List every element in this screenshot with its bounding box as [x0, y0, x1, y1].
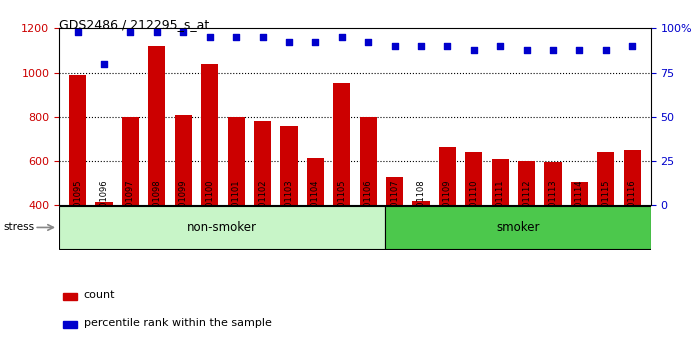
Text: GSM101097: GSM101097 [126, 180, 135, 230]
Text: GSM101095: GSM101095 [73, 180, 82, 230]
Point [257, 34, 268, 40]
Point [574, 47, 585, 52]
Text: GSM101113: GSM101113 [548, 180, 557, 230]
Point [177, 29, 189, 35]
Bar [597, 152, 615, 294]
Bar [228, 117, 245, 294]
Bar [280, 126, 297, 294]
Bar [491, 159, 509, 294]
Text: GSM101098: GSM101098 [152, 180, 161, 230]
Point [626, 43, 638, 49]
Text: GSM101103: GSM101103 [285, 180, 294, 230]
Bar [386, 177, 403, 294]
Bar [307, 158, 324, 294]
Point [204, 34, 215, 40]
Bar [201, 64, 219, 294]
Bar [69, 75, 86, 294]
Text: GSM101115: GSM101115 [601, 180, 610, 230]
Bar [571, 182, 588, 294]
Point [72, 29, 84, 35]
FancyBboxPatch shape [59, 206, 386, 249]
Point [363, 40, 374, 45]
Text: GSM101106: GSM101106 [364, 180, 372, 230]
Bar [254, 121, 271, 294]
Text: GSM101101: GSM101101 [232, 180, 241, 230]
Point [151, 29, 162, 35]
Text: GSM101109: GSM101109 [443, 180, 452, 230]
Text: GSM101110: GSM101110 [469, 180, 478, 230]
Text: GSM101114: GSM101114 [575, 180, 584, 230]
Point [389, 43, 400, 49]
Point [336, 34, 347, 40]
FancyBboxPatch shape [386, 206, 651, 249]
Bar [518, 161, 535, 294]
Bar [122, 117, 139, 294]
Bar [63, 293, 77, 300]
Point [521, 47, 532, 52]
Text: GSM101116: GSM101116 [628, 180, 637, 230]
Text: GSM101096: GSM101096 [100, 180, 109, 230]
Point [495, 43, 506, 49]
Text: GSM101112: GSM101112 [522, 180, 531, 230]
Bar [624, 150, 641, 294]
Point [283, 40, 294, 45]
Bar [544, 162, 562, 294]
Text: non-smoker: non-smoker [187, 221, 258, 234]
Point [230, 34, 242, 40]
Text: GSM101100: GSM101100 [205, 180, 214, 230]
Text: percentile rank within the sample: percentile rank within the sample [84, 318, 271, 328]
Bar [63, 321, 77, 329]
Bar [333, 82, 350, 294]
Bar [95, 202, 113, 294]
Point [99, 61, 110, 67]
Bar [148, 46, 166, 294]
Bar [438, 147, 456, 294]
Text: GSM101102: GSM101102 [258, 180, 267, 230]
Text: GDS2486 / 212295_s_at: GDS2486 / 212295_s_at [59, 18, 209, 31]
Point [310, 40, 321, 45]
Text: GSM101099: GSM101099 [179, 180, 188, 230]
Text: GSM101108: GSM101108 [416, 180, 425, 230]
Text: GSM101111: GSM101111 [496, 180, 505, 230]
Text: count: count [84, 290, 115, 300]
Point [468, 47, 480, 52]
Point [125, 29, 136, 35]
Text: smoker: smoker [496, 221, 540, 234]
Bar [465, 152, 482, 294]
Bar [175, 115, 192, 294]
Bar [360, 117, 377, 294]
Text: GSM101105: GSM101105 [338, 180, 346, 230]
Point [548, 47, 559, 52]
Text: stress: stress [3, 222, 35, 233]
Bar [413, 201, 429, 294]
Text: GSM101104: GSM101104 [311, 180, 320, 230]
Point [600, 47, 611, 52]
Point [416, 43, 427, 49]
Text: GSM101107: GSM101107 [390, 180, 399, 230]
Point [442, 43, 453, 49]
